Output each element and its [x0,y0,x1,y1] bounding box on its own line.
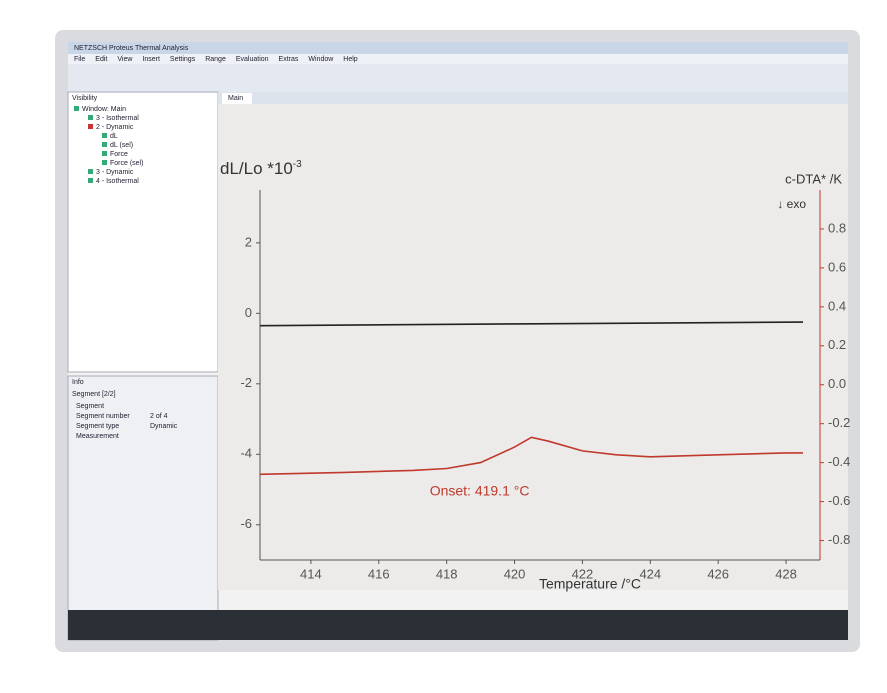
tree-item[interactable]: 3 - Isothermal [96,115,139,122]
y2-tick-label: 0.0 [828,376,846,391]
window-title: NETZSCH Proteus Thermal Analysis [74,45,189,52]
tree-icon[interactable] [102,142,107,147]
title-bar [68,42,848,54]
y2-tick-label: -0.8 [828,532,850,547]
tab-label[interactable]: Main [228,95,243,102]
info-value: Dynamic [150,423,178,430]
tree-icon[interactable] [88,115,93,120]
taskbar [68,610,848,640]
x-tick-label: 418 [436,566,458,581]
chart: dL/Lo *10-3 c-DTA* /K ↓ exo Temperature … [220,159,850,592]
menu-item[interactable]: Range [205,56,226,63]
info-header: Segment [2/2] [72,391,116,398]
tree-item[interactable]: 2 - Dynamic [96,124,134,131]
x-tick-label: 424 [639,566,661,581]
tree-icon[interactable] [74,106,79,111]
tree-icon[interactable] [102,133,107,138]
info-panel [67,375,219,641]
info-key: Measurement [76,433,119,440]
tree-panel [67,91,219,373]
y2-tick-label: -0.4 [828,454,850,469]
menu-bar [68,54,848,64]
y-axis-label-text: dL/Lo *10 [220,159,293,178]
x-tick-label: 416 [368,566,390,581]
y-axis-label-exponent: -3 [293,159,302,170]
y2-tick-label: 0.6 [828,259,846,274]
data-line [259,321,804,327]
x-axis-label: Temperature /°C [539,576,641,592]
menu-item[interactable]: Window [308,56,334,63]
info-value: 2 of 4 [150,413,168,420]
tree-item[interactable]: Force [110,151,128,158]
tree-item[interactable]: dL (sel) [110,142,133,149]
panel-title: Info [72,379,84,386]
y2-tick-label: -0.6 [828,493,850,508]
panel-title: Visibility [72,95,98,102]
annotation: Onset: 419.1 °C [430,483,530,499]
tree-icon[interactable] [102,160,107,165]
y-tick-label: -6 [240,516,252,531]
tree-item[interactable]: 3 - Dynamic [96,169,134,176]
tree-item[interactable]: dL [110,133,118,140]
menu-item[interactable]: View [117,56,133,63]
tree-icon[interactable] [102,151,107,156]
y-tick-label: 0 [245,305,252,320]
y2-tick-label: 0.2 [828,337,846,352]
toolbar [68,64,848,92]
info-key: Segment number [76,413,130,420]
menu-item[interactable]: Edit [95,56,107,63]
x-tick-label: 422 [572,566,594,581]
y2-axis-label: c-DTA* /K [785,171,842,186]
y2-tick-label: 0.4 [828,298,846,313]
menu-item[interactable]: Settings [170,56,196,63]
menu-item[interactable]: Extras [279,56,299,63]
tab[interactable] [222,93,252,104]
menu-item[interactable]: Insert [142,56,160,63]
y-axis-label: dL/Lo *10-3 [220,159,302,179]
y2-tick-label: -0.2 [828,415,850,430]
y2-tick-label: 0.8 [828,220,846,235]
tree-icon[interactable] [88,178,93,183]
data-line [259,436,803,476]
x-tick-label: 428 [775,566,797,581]
tree-item[interactable]: Force (sel) [110,160,143,167]
x-tick-label: 414 [300,566,322,581]
tree-icon[interactable] [88,169,93,174]
tab-bar [218,92,848,104]
menu-item[interactable]: Help [343,56,358,63]
menu-item[interactable]: Evaluation [236,56,269,63]
tree-item[interactable]: Window: Main [82,106,126,113]
tree-icon[interactable] [88,124,93,129]
y2-note: ↓ exo [777,197,806,211]
info-key: Segment [76,403,104,410]
y-tick-label: 2 [245,234,252,249]
x-tick-label: 426 [707,566,729,581]
chart-area [218,104,848,590]
menu-item[interactable]: File [74,56,85,63]
info-key: Segment type [76,423,119,430]
tree-item[interactable]: 4 - Isothermal [96,178,139,185]
y-tick-label: -4 [240,446,252,461]
x-tick-label: 420 [504,566,526,581]
y-tick-label: -2 [240,375,252,390]
